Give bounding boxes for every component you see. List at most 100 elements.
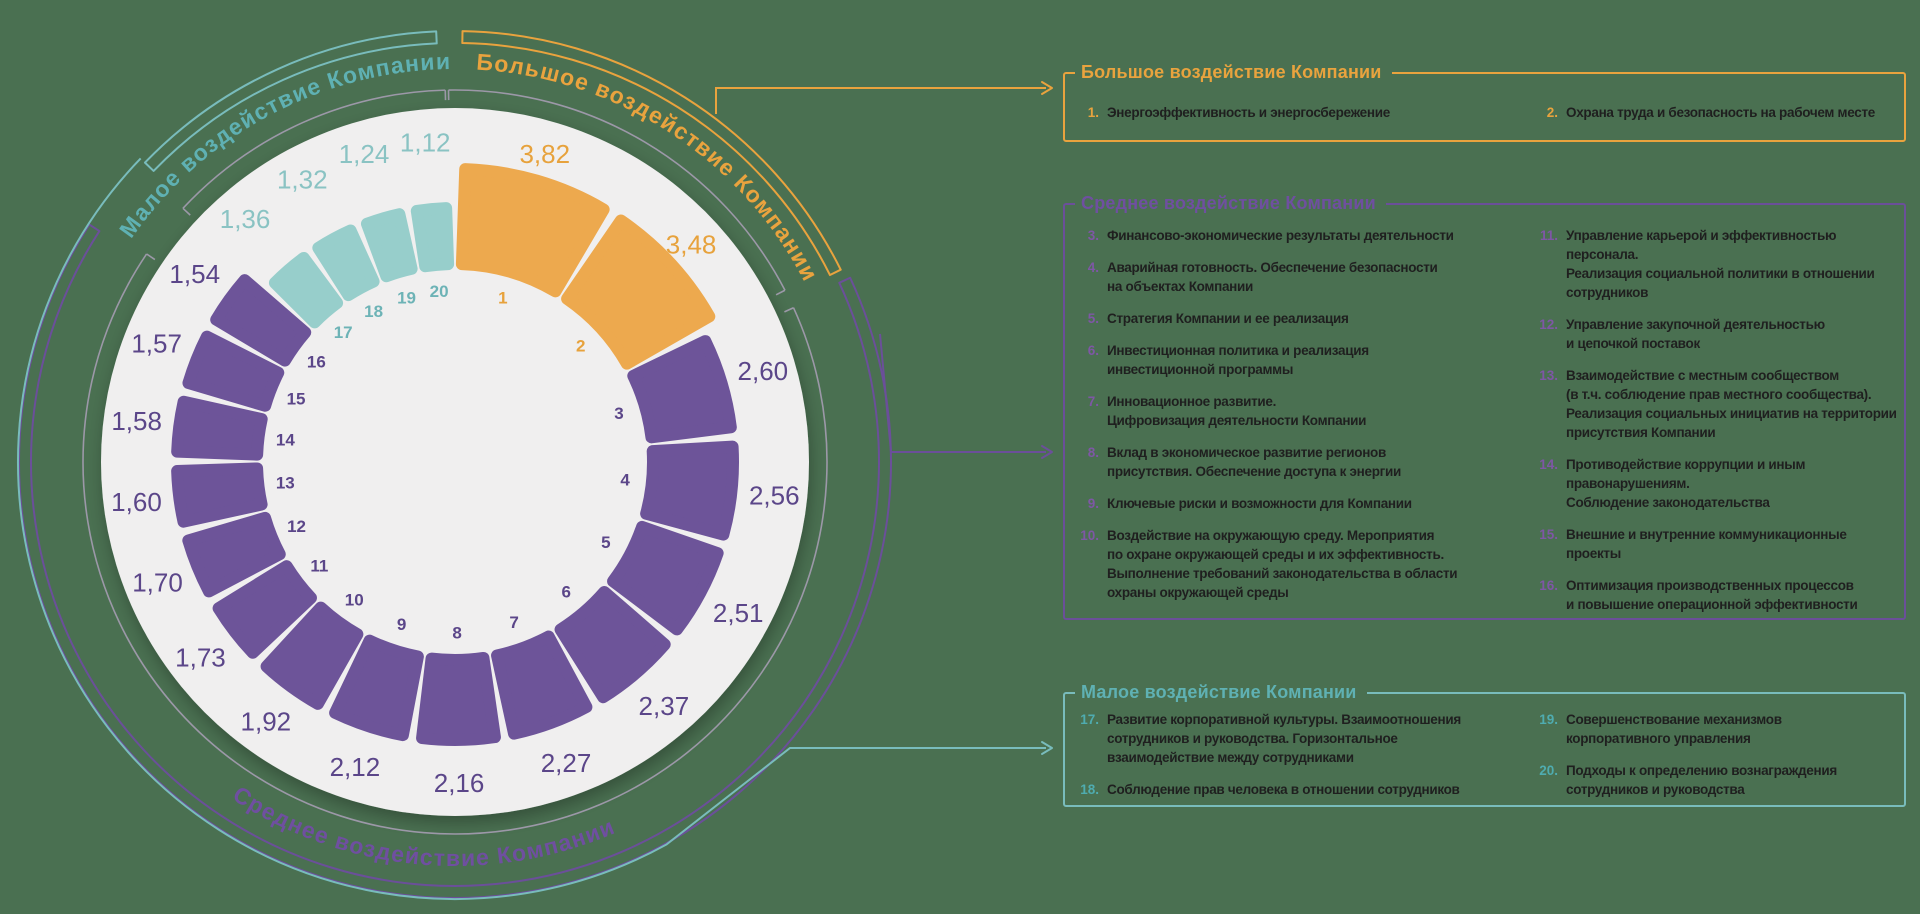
item-text: Совершенствование механизмов корпоративн… xyxy=(1566,712,1782,746)
segment-value-9: 2,12 xyxy=(330,752,381,782)
segment-number-2: 2 xyxy=(576,337,585,356)
list-item-2: 2. Охрана труда и безопасность на рабочем… xyxy=(1524,103,1904,122)
segment-4 xyxy=(640,440,739,541)
list-item-6: 6. Инвестиционная политика и реализация и… xyxy=(1065,341,1524,379)
list-item-1: 1. Энергоэффективность и энергосбережение xyxy=(1065,103,1524,122)
item-text: Управление карьерой и эффективностью пер… xyxy=(1566,228,1875,300)
segment-3 xyxy=(627,335,737,444)
segment-number-15: 15 xyxy=(287,389,306,408)
item-number: 12. xyxy=(1539,317,1558,332)
segment-value-14: 1,58 xyxy=(111,406,162,436)
list-item-15: 15. Внешние и внутренние коммуникационные… xyxy=(1524,525,1904,563)
item-number: 14. xyxy=(1539,457,1558,472)
segment-value-10: 1,92 xyxy=(241,706,292,736)
segment-number-9: 9 xyxy=(397,615,406,634)
segment-value-13: 1,60 xyxy=(111,487,162,517)
segment-16 xyxy=(210,274,312,367)
list-item-4: 4. Аварийная готовность. Обеспечение безо… xyxy=(1065,258,1524,296)
segment-number-17: 17 xyxy=(334,323,353,342)
segment-value-20: 1,12 xyxy=(400,127,451,157)
item-text: Ключевые риски и возможности для Компани… xyxy=(1107,496,1412,511)
segment-2 xyxy=(561,214,716,370)
list-item-17: 17. Развитие корпоративной культуры. Взаи… xyxy=(1065,710,1524,767)
connector-mid xyxy=(879,333,1046,453)
segment-value-19: 1,24 xyxy=(339,139,390,169)
segment-number-8: 8 xyxy=(452,623,461,642)
segment-number-20: 20 xyxy=(430,282,449,301)
list-item-3: 3. Финансово-экономические результаты дея… xyxy=(1065,226,1524,245)
list-item-12: 12. Управление закупочной деятельностью и… xyxy=(1524,315,1904,353)
list-item-10: 10. Воздействие на окружающую среду. Меро… xyxy=(1065,526,1524,602)
item-text: Противодействие коррупции и иным правона… xyxy=(1566,457,1806,510)
list-item-16: 16. Оптимизация производственных процессо… xyxy=(1524,576,1904,614)
item-text: Энергоэффективность и энергосбережение xyxy=(1107,105,1390,120)
item-number: 17. xyxy=(1080,712,1099,727)
segment-14 xyxy=(171,395,268,461)
connector-arrowhead xyxy=(1041,445,1053,459)
segment-value-17: 1,36 xyxy=(220,204,271,234)
segment-9 xyxy=(329,634,424,742)
segment-12 xyxy=(182,511,286,598)
item-text: Охрана труда и безопасность на рабочем м… xyxy=(1566,105,1876,120)
segment-number-1: 1 xyxy=(498,288,507,307)
connector-arrowhead xyxy=(1041,81,1053,95)
list-item-20: 20. Подходы к определению вознаграждения … xyxy=(1524,761,1904,799)
item-text: Аварийная готовность. Обеспечение безопа… xyxy=(1107,260,1438,294)
guide-arc-tick xyxy=(182,207,191,216)
impact-box-low: Малое воздействие Компании 17. Развитие к… xyxy=(1063,682,1906,807)
segment-value-2: 3,48 xyxy=(666,230,717,260)
segment-6 xyxy=(554,585,671,704)
segment-value-7: 2,27 xyxy=(541,748,592,778)
segment-number-10: 10 xyxy=(345,591,364,610)
segment-19 xyxy=(360,208,418,283)
item-text: Управление закупочной деятельностью и це… xyxy=(1566,317,1825,351)
item-number: 3. xyxy=(1087,228,1099,243)
item-number: 8. xyxy=(1087,445,1099,460)
segment-15 xyxy=(182,330,285,412)
connector-arrowhead xyxy=(1041,741,1053,755)
item-number: 6. xyxy=(1087,343,1099,358)
item-number: 7. xyxy=(1087,394,1099,409)
connector-high xyxy=(715,87,1046,114)
impact-box-high: Большое воздействие Компании 1. Энергоэфф… xyxy=(1063,62,1906,142)
item-text: Инвестиционная политика и реализация инв… xyxy=(1107,343,1369,377)
segment-number-14: 14 xyxy=(276,431,295,450)
item-text: Финансово-экономические результаты деяте… xyxy=(1107,228,1454,243)
list-item-8: 8. Вклад в экономическое развитие регионо… xyxy=(1065,443,1524,481)
segment-value-4: 2,56 xyxy=(749,480,800,510)
segment-value-16: 1,54 xyxy=(169,259,220,289)
segment-8 xyxy=(416,651,501,746)
segment-value-1: 3,82 xyxy=(519,139,570,169)
segment-number-19: 19 xyxy=(397,289,416,308)
segment-17 xyxy=(268,251,344,329)
segment-number-7: 7 xyxy=(509,613,518,632)
item-text: Вклад в экономическое развитие регионов … xyxy=(1107,445,1401,479)
impact-box-low-title: Малое воздействие Компании xyxy=(1081,682,1357,702)
connector-low xyxy=(17,157,1046,900)
item-text: Инновационное развитие. Цифровизация дея… xyxy=(1107,394,1367,428)
list-item-14: 14. Противодействие коррупции и иным прав… xyxy=(1524,455,1904,512)
item-number: 13. xyxy=(1539,368,1558,383)
list-item-5: 5. Стратегия Компании и ее реализация xyxy=(1065,309,1524,328)
item-number: 20. xyxy=(1539,763,1558,778)
item-number: 11. xyxy=(1539,228,1558,243)
item-number: 18. xyxy=(1080,782,1099,797)
segment-11 xyxy=(212,560,317,659)
segment-number-16: 16 xyxy=(307,352,326,371)
item-number: 9. xyxy=(1087,496,1099,511)
segment-5 xyxy=(607,520,724,636)
item-number: 19. xyxy=(1539,712,1558,727)
item-number: 2. xyxy=(1546,105,1558,120)
segment-value-8: 2,16 xyxy=(434,768,485,798)
item-number: 1. xyxy=(1087,105,1099,120)
guide-arc-0 xyxy=(448,89,786,291)
guide-arc-2 xyxy=(182,89,446,209)
item-text: Воздействие на окружающую среду. Меропри… xyxy=(1107,528,1458,600)
bracket-high xyxy=(461,30,842,277)
list-item-11: 11. Управление карьерой и эффективностью … xyxy=(1524,226,1904,302)
segment-7 xyxy=(491,630,593,740)
segment-number-5: 5 xyxy=(601,533,610,552)
guide-arc-tick xyxy=(146,253,156,261)
list-item-19: 19. Совершенствование механизмов корпорат… xyxy=(1524,710,1904,748)
